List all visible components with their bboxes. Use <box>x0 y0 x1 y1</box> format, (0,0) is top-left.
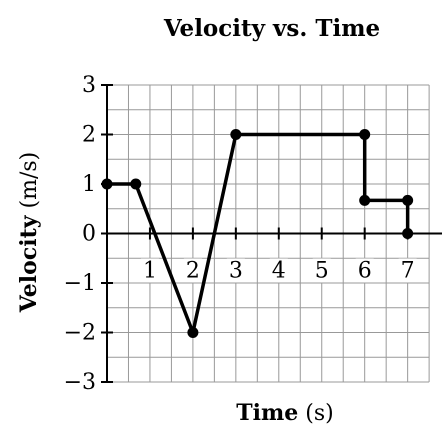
y-tick-label: −3 <box>64 370 96 395</box>
point <box>230 129 242 140</box>
point <box>130 178 142 190</box>
x-axis-label: Time (s) <box>236 400 333 426</box>
x-tick-label-bg <box>269 258 288 283</box>
x-tick-label-bg <box>183 258 202 283</box>
y-unit: (m/s) <box>17 152 42 209</box>
x-tick-label: 3 <box>229 259 243 284</box>
x-tick-label-bg <box>312 258 331 283</box>
x-tick-label-bg <box>355 258 374 283</box>
x-tick-label-bg <box>140 258 159 283</box>
chart-title: Velocity vs. Time <box>163 15 380 42</box>
y-axis-label: Velocity (m/s) <box>16 152 42 314</box>
point <box>402 228 414 239</box>
line <box>107 132 410 335</box>
x-tick-label-bg <box>398 258 417 283</box>
x-tick-label: 5 <box>315 259 329 284</box>
point <box>187 327 199 338</box>
y-tick-label: −2 <box>64 321 96 346</box>
y-tick-label: −1 <box>64 271 96 296</box>
point <box>359 194 371 206</box>
x-tick-label: 1 <box>143 259 157 284</box>
y-label: Velocity <box>16 214 42 313</box>
x-label: Time <box>236 400 298 426</box>
point <box>359 129 371 140</box>
x-tick-label: 6 <box>358 259 372 284</box>
x-tick-label-bg <box>226 258 245 283</box>
y-tick-label: 3 <box>82 73 96 98</box>
y-tick-label: 0 <box>82 222 96 247</box>
x-tick-label: 2 <box>186 259 200 284</box>
x-tick-label: 4 <box>272 259 286 284</box>
x-tick-label: 7 <box>401 259 415 284</box>
y-tick-label: 1 <box>82 172 96 197</box>
point <box>402 194 414 206</box>
x-unit: (s) <box>305 401 333 426</box>
y-tick-label: 2 <box>82 123 96 148</box>
point <box>101 178 113 190</box>
